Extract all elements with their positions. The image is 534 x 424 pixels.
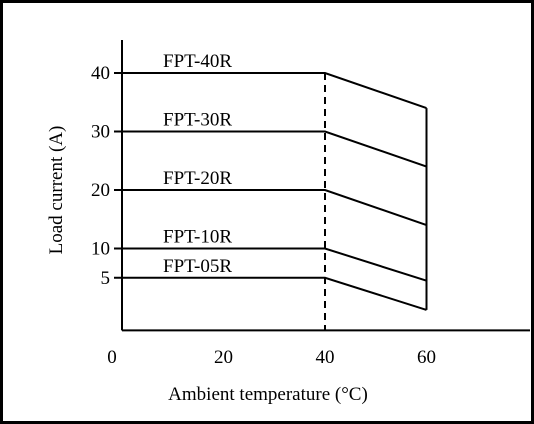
- series-label-fpt-10r: FPT-10R: [163, 227, 232, 248]
- y-tick-label-5: 5: [101, 268, 111, 289]
- plot-area: 5 10 20 30 40 0 20 40 60 FPT-40R FPT-30R FPT-20R FPT…: [91, 40, 530, 368]
- series-label-fpt-30r: FPT-30R: [163, 110, 232, 131]
- y-tick-label-20: 20: [91, 180, 110, 201]
- y-tick-label-40: 40: [91, 63, 110, 84]
- series-line-fpt-20r: [122, 189, 427, 227]
- series-line-fpt-10r: [122, 247, 427, 282]
- series-line-fpt-05r: [122, 276, 427, 311]
- x-axis-title: Ambient temperature (°C): [168, 384, 368, 405]
- y-axis-title: Load current (A): [46, 126, 67, 255]
- y-tick-label-30: 30: [91, 122, 110, 143]
- y-tick-label-10: 10: [91, 239, 110, 260]
- x-tick-label-40: 40: [316, 347, 335, 368]
- series-label-fpt-20r: FPT-20R: [163, 168, 232, 189]
- x-tick-label-60: 60: [417, 347, 436, 368]
- series-label-fpt-05r: FPT-05R: [163, 256, 232, 277]
- x-tick-label-20: 20: [214, 347, 233, 368]
- series-label-fpt-40r: FPT-40R: [163, 51, 232, 72]
- series-line-fpt-30r: [122, 130, 427, 168]
- series-line-fpt-40r: [122, 72, 427, 110]
- x-tick-label-0: 0: [107, 347, 117, 368]
